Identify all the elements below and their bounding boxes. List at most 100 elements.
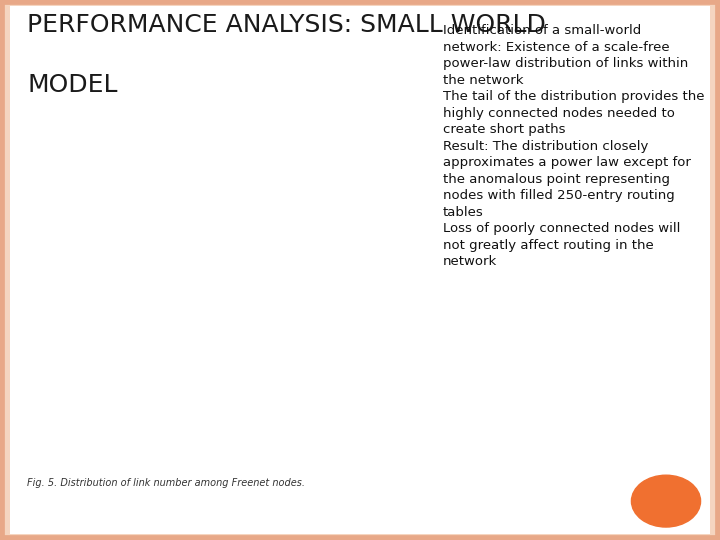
Point — [284, 445, 295, 454]
Point — [342, 479, 354, 488]
Point — [323, 451, 334, 460]
Point — [340, 495, 351, 504]
Point — [361, 502, 372, 510]
Point — [345, 459, 356, 468]
Point — [357, 480, 369, 489]
Point — [158, 304, 170, 313]
Point — [289, 430, 301, 439]
Point — [334, 448, 346, 456]
Point — [143, 296, 155, 305]
Point — [301, 427, 312, 435]
Point — [346, 506, 357, 515]
Point — [176, 326, 187, 334]
Point — [371, 526, 382, 535]
Point — [367, 498, 379, 507]
Point — [324, 493, 336, 502]
Point — [194, 332, 205, 340]
Point — [308, 425, 320, 434]
Point — [277, 404, 289, 413]
Point — [308, 434, 320, 442]
Point — [333, 477, 344, 486]
Point — [271, 408, 282, 416]
Point — [362, 488, 374, 497]
Point — [259, 385, 271, 394]
Point — [364, 491, 375, 500]
Point — [368, 496, 379, 504]
Point — [294, 415, 306, 423]
Point — [279, 395, 291, 403]
Point — [268, 395, 279, 403]
Point — [309, 427, 320, 436]
Point — [273, 411, 284, 420]
Point — [208, 361, 220, 369]
Point — [196, 346, 207, 355]
Point — [359, 478, 371, 487]
Point — [348, 514, 359, 522]
Point — [287, 413, 298, 422]
Point — [343, 459, 355, 468]
Point — [369, 518, 381, 526]
Point — [289, 414, 300, 423]
Point — [348, 491, 359, 500]
Point — [327, 446, 338, 454]
Point — [358, 488, 369, 496]
Point — [371, 524, 382, 532]
Point — [366, 492, 378, 501]
Point — [329, 493, 341, 502]
Point — [273, 410, 284, 418]
Point — [205, 339, 217, 347]
Point — [294, 436, 305, 444]
Point — [280, 442, 292, 450]
Point — [337, 489, 348, 497]
Point — [371, 500, 382, 508]
Point — [274, 395, 285, 404]
Point — [347, 460, 359, 469]
Point — [300, 458, 312, 467]
Point — [158, 310, 170, 319]
Point — [284, 454, 295, 462]
Point — [278, 394, 289, 403]
Point — [235, 396, 246, 405]
Point — [356, 472, 367, 481]
Point — [349, 476, 361, 484]
Point — [271, 414, 283, 423]
Point — [199, 336, 210, 345]
Point — [374, 531, 386, 540]
Point — [214, 358, 225, 367]
Point — [269, 427, 281, 436]
Point — [287, 455, 299, 463]
Point — [294, 457, 306, 465]
Point — [242, 397, 253, 406]
Point — [304, 422, 315, 430]
Point — [377, 492, 388, 501]
Point — [341, 455, 352, 463]
Point — [261, 392, 273, 400]
X-axis label: Number of links: Number of links — [207, 483, 289, 492]
Point — [292, 460, 304, 469]
Point — [300, 442, 312, 450]
Text: Fig. 5. Distribution of link number among Freenet nodes.: Fig. 5. Distribution of link number amon… — [27, 478, 305, 488]
Point — [233, 366, 244, 374]
Point — [365, 477, 377, 485]
Point — [297, 419, 309, 428]
Point — [270, 413, 282, 422]
Point — [354, 478, 365, 487]
Point — [278, 411, 289, 420]
Point — [271, 410, 282, 419]
Point — [330, 453, 342, 462]
Point — [337, 458, 348, 467]
Point — [294, 418, 306, 427]
Point — [269, 421, 280, 430]
Point — [355, 465, 366, 474]
Point — [361, 472, 373, 481]
Point — [126, 272, 138, 280]
Circle shape — [631, 475, 701, 527]
Point — [350, 516, 361, 524]
Point — [322, 435, 333, 443]
Point — [303, 441, 315, 450]
Point — [243, 375, 254, 383]
Point — [343, 511, 355, 519]
Point — [369, 482, 381, 491]
Point — [311, 463, 323, 471]
Point — [224, 374, 235, 382]
